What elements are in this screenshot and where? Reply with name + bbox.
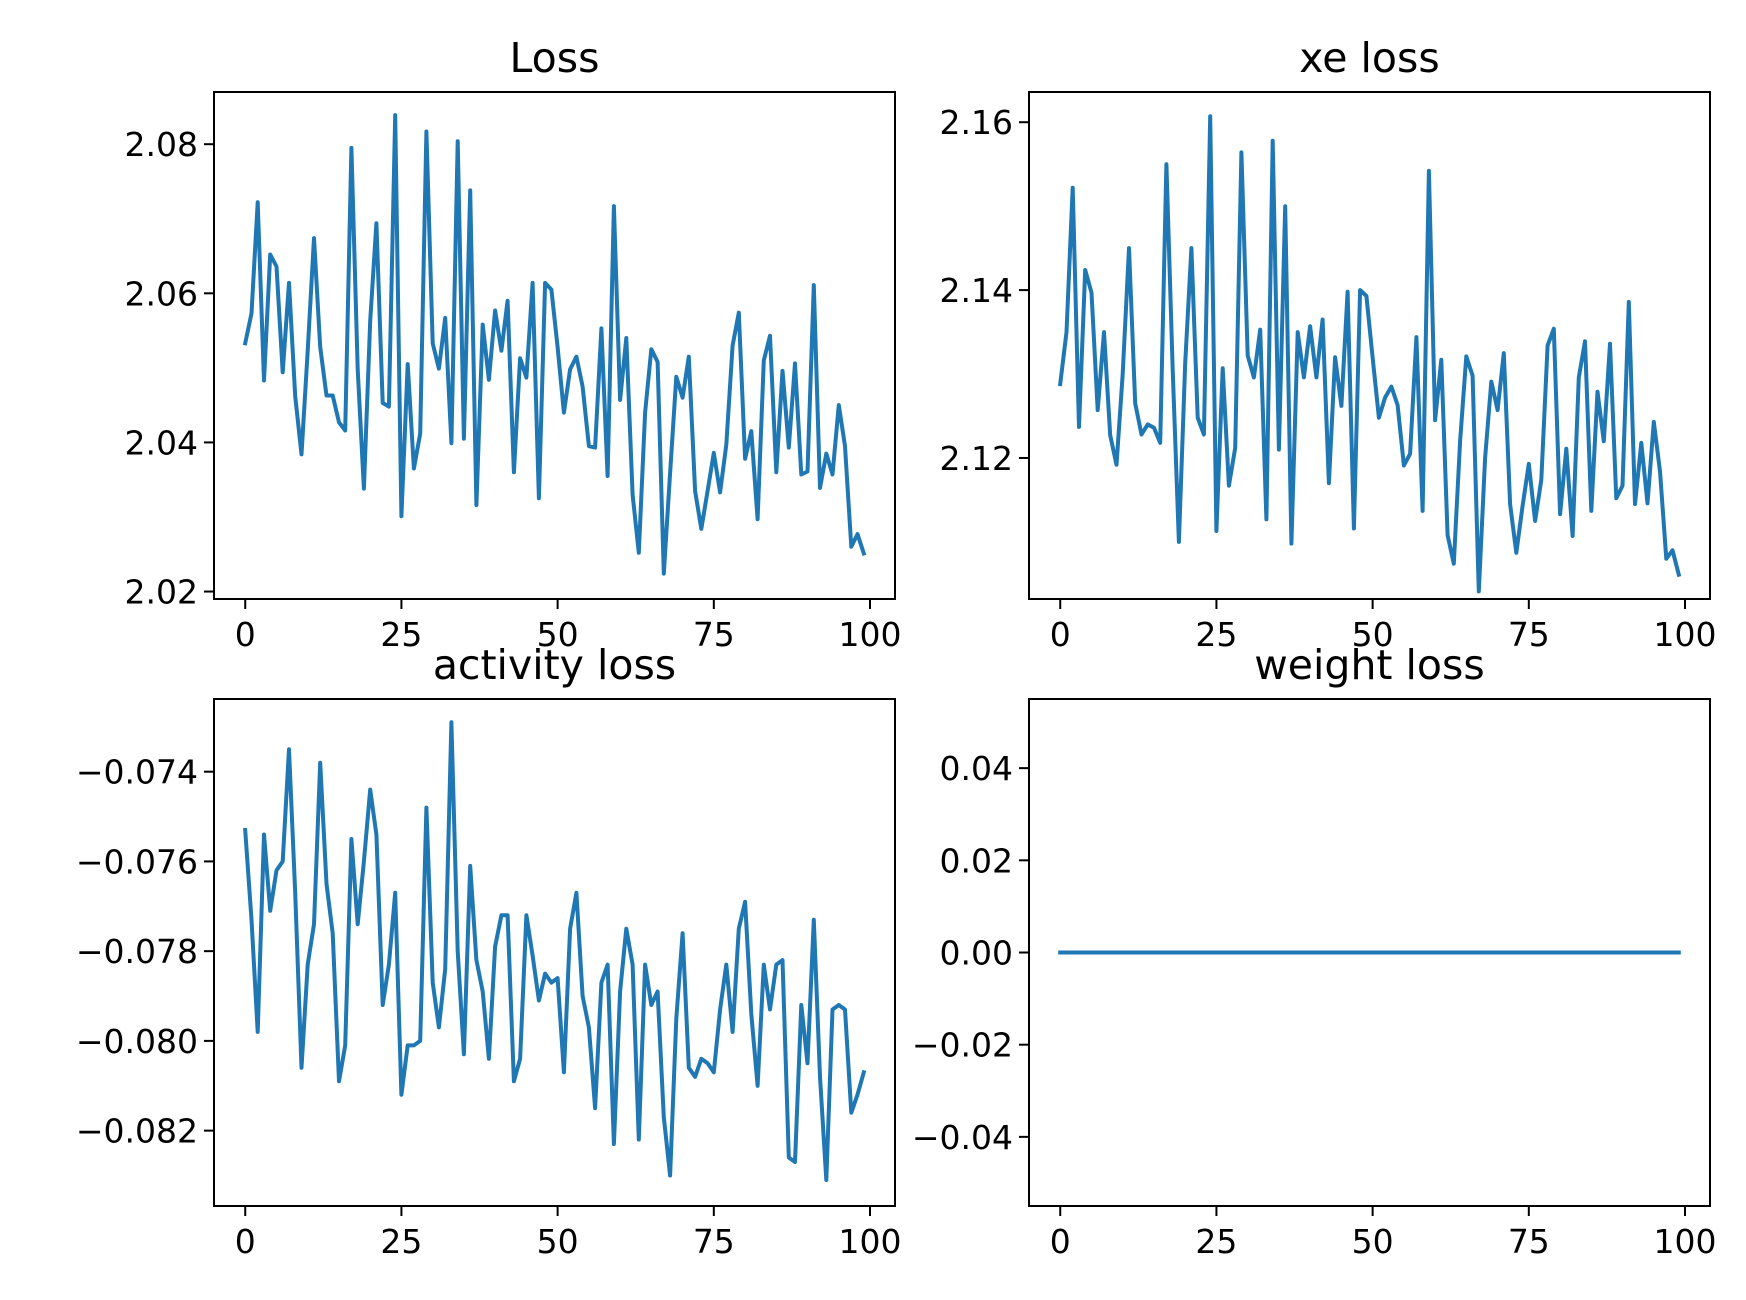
chart-title-loss: Loss <box>510 34 600 82</box>
y-tick-label: 2.06 <box>125 274 198 313</box>
chart-title-activity-loss: activity loss <box>433 641 676 689</box>
x-tick-label: 25 <box>380 615 422 654</box>
y-tick-label: −0.078 <box>76 932 198 971</box>
x-tick-label: 50 <box>537 1222 579 1261</box>
axes-frame-activity-loss <box>213 698 896 1207</box>
x-tick-label: 50 <box>1352 1222 1394 1261</box>
x-tick-label: 100 <box>839 1222 902 1261</box>
chart-title-xe-loss: xe loss <box>1299 34 1439 82</box>
x-tick-label: 0 <box>1050 1222 1071 1261</box>
axes-frame-loss <box>213 91 896 600</box>
x-tick-label: 50 <box>537 615 579 654</box>
subplot-weight-loss: weight loss 0 25 50 75 100 −0.04 −0.02 0.00 0.02 0… <box>912 641 1717 1261</box>
y-tick-label: 2.12 <box>940 439 1013 478</box>
subplot-grid: Loss 0 25 50 75 100 2.02 2.04 2.06 2.08 xe loss 0 25… <box>76 34 1717 1261</box>
series-line-activity-loss <box>243 720 867 1182</box>
x-tick-label: 75 <box>693 1222 735 1261</box>
x-tick-label: 0 <box>1050 615 1071 654</box>
y-tick-label: 2.02 <box>125 573 198 612</box>
x-tick-label: 25 <box>1195 1222 1237 1261</box>
y-tick-label: −0.082 <box>76 1112 198 1151</box>
y-tick-label: 2.14 <box>940 271 1013 310</box>
series-line-xe-loss <box>1057 114 1682 594</box>
x-tick-label: 0 <box>235 615 256 654</box>
x-tick-label: 0 <box>235 1222 256 1261</box>
subplot-loss: Loss 0 25 50 75 100 2.02 2.04 2.06 2.08 <box>125 34 902 654</box>
y-tick-label: 2.08 <box>125 125 198 164</box>
y-tick-label: 2.04 <box>125 423 198 462</box>
x-tick-label: 75 <box>1508 615 1550 654</box>
series-line-loss <box>242 113 867 576</box>
y-tick-label: 0.04 <box>940 749 1013 788</box>
x-tick-label: 75 <box>1508 1222 1550 1261</box>
x-tick-label: 100 <box>839 615 902 654</box>
y-tick-label: −0.02 <box>912 1026 1013 1065</box>
subplot-xe-loss: xe loss 0 25 50 75 100 2.12 2.14 2.16 <box>940 34 1717 654</box>
y-tick-label: −0.04 <box>912 1118 1013 1157</box>
y-tick-label: −0.076 <box>76 842 198 881</box>
y-tick-label: 0.02 <box>940 841 1013 880</box>
x-tick-label: 25 <box>380 1222 422 1261</box>
x-tick-label: 50 <box>1352 615 1394 654</box>
subplot-activity-loss: activity loss 0 25 50 75 100 −0.082 −0.080 −0.07… <box>76 641 902 1261</box>
x-tick-label: 25 <box>1195 615 1237 654</box>
y-tick-label: −0.080 <box>76 1022 198 1061</box>
chart-title-weight-loss: weight loss <box>1254 641 1484 689</box>
y-tick-label: 2.16 <box>940 103 1013 142</box>
x-tick-label: 75 <box>693 615 735 654</box>
y-tick-label: 0.00 <box>940 934 1013 973</box>
axes-frame-xe-loss <box>1028 91 1711 600</box>
y-tick-label: −0.074 <box>76 753 198 792</box>
x-tick-label: 100 <box>1654 1222 1717 1261</box>
x-tick-label: 100 <box>1654 615 1717 654</box>
